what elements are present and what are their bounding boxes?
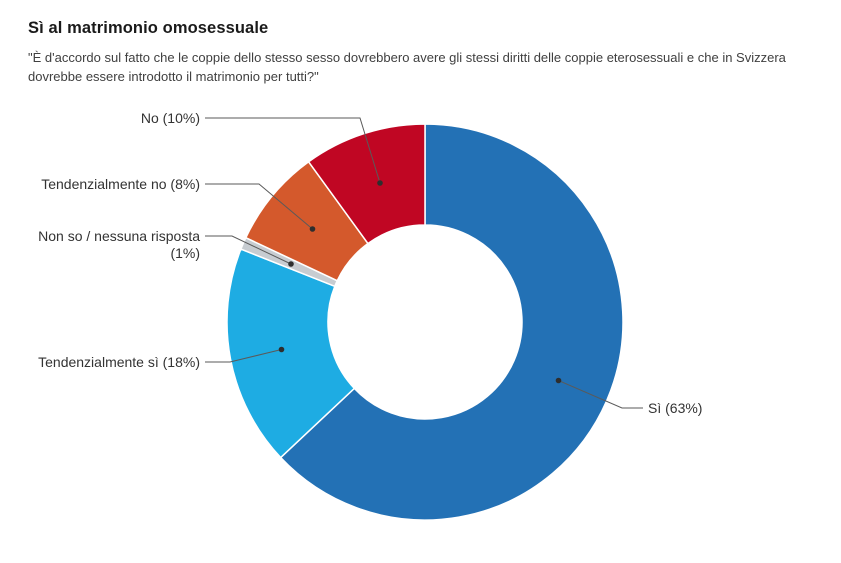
donut-segment-s[interactable]: [279, 123, 624, 521]
donut-segment-no[interactable]: [307, 123, 426, 245]
callout-dot-s: [555, 377, 562, 384]
callout-line-no: [205, 117, 381, 184]
callout-dot-tendenzialmente-s: [278, 346, 285, 353]
chart-title: Sì al matrimonio omosessuale: [28, 19, 269, 37]
callout-label-no: No (10%): [140, 110, 200, 126]
callout-line-tendenzialmente-no: [205, 183, 313, 230]
callout-dot-non-so-nessuna-risposta: [288, 261, 294, 267]
callout-line-non-so-nessuna-risposta: [205, 235, 292, 265]
callout-line-tendenzialmente-s: [205, 349, 282, 363]
chart-subtitle: "È d'accordo sul fatto che le coppie del…: [28, 50, 786, 84]
callout-label-tendenzialmente-si: Tendenzialmente sì (18%): [38, 354, 200, 370]
donut-segment-tendenzialmente-s[interactable]: [226, 248, 356, 459]
callout-label-non-so: Non so / nessuna risposta (1%): [38, 228, 200, 261]
callout-label-si: Sì (63%): [648, 400, 703, 416]
callout-line-s: [558, 380, 643, 409]
callout-dot-tendenzialmente-no: [309, 226, 316, 232]
callout-dot-no: [377, 180, 383, 186]
callout-label-tendenzialmente-no: Tendenzialmente no (8%): [41, 176, 200, 192]
